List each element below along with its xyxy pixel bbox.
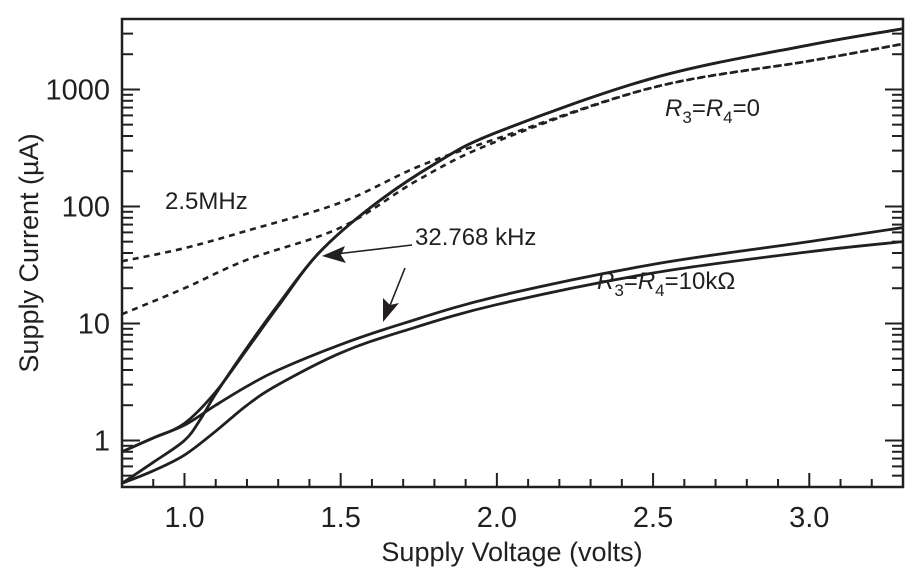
y-tick-label: 10 <box>78 308 110 340</box>
curves <box>121 27 904 485</box>
dashed-curve-5 <box>121 42 904 316</box>
solid-curve-2 <box>121 226 904 454</box>
x-tick-label: 2.5 <box>633 502 673 534</box>
tick-labels: 1.0 1.5 2.0 2.5 3.0 1 10 100 1000 <box>45 74 829 534</box>
dashed-curve-4 <box>121 42 904 263</box>
axis-ticks <box>122 18 903 488</box>
y-tick-label: 1 <box>94 425 110 457</box>
annotation-32-768khz: 32.768 kHz <box>415 224 536 251</box>
x-tick-label: 2.0 <box>477 502 517 534</box>
y-tick-label: 1000 <box>45 74 110 106</box>
plot-frame <box>120 17 905 489</box>
x-tick-label: 1.5 <box>321 502 361 534</box>
solid-curve-3 <box>121 240 904 485</box>
y-axis-title: Supply Current (µA) <box>14 133 44 372</box>
arrow-to-10k-curve <box>383 267 406 322</box>
solid-curve-1 <box>121 27 904 485</box>
x-tick-label: 3.0 <box>789 502 829 534</box>
y-tick-label: 100 <box>62 191 110 223</box>
annotation-r3-r4-10k: R3=R4=10kΩ <box>597 268 735 300</box>
x-tick-label: 1.0 <box>164 502 204 534</box>
arrow-to-steep-curve <box>322 244 413 263</box>
annotation-r3-r4-0: R3=R4=0 <box>665 95 760 127</box>
annotation-2-5mhz: 2.5MHz <box>165 188 248 215</box>
x-axis-title: Supply Voltage (volts) <box>381 537 642 567</box>
